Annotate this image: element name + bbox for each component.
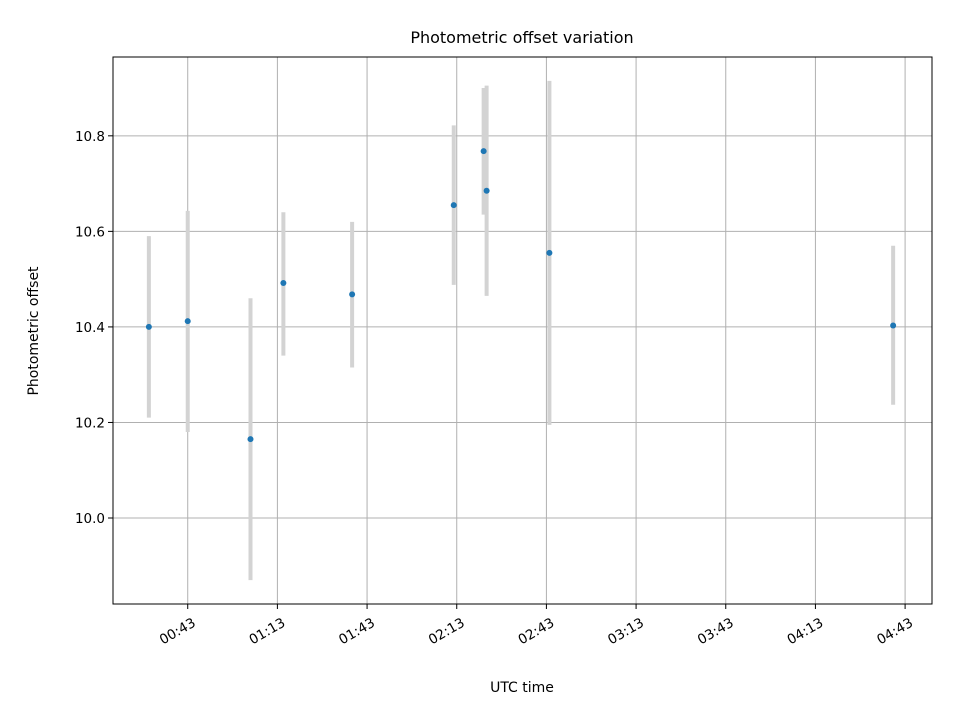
- x-axis-label: UTC time: [490, 680, 554, 696]
- x-tick-label: 02:13: [426, 615, 468, 648]
- y-tick-label: 10.0: [75, 511, 105, 527]
- data-point: [247, 436, 254, 443]
- chart-title: Photometric offset variation: [410, 28, 633, 47]
- data-point: [349, 291, 356, 298]
- grid: [113, 57, 932, 604]
- data-point: [184, 318, 191, 325]
- x-tick-label: 01:43: [336, 615, 378, 648]
- x-tick-label: 01:13: [247, 615, 289, 648]
- data-point: [145, 323, 152, 330]
- x-tick-label: 04:43: [874, 615, 916, 648]
- data-point: [480, 148, 487, 155]
- x-tick-label: 02:43: [516, 615, 558, 648]
- x-tick-label: 03:43: [695, 615, 737, 648]
- y-tick-label: 10.6: [75, 224, 105, 240]
- x-tick-label: 03:13: [605, 615, 647, 648]
- y-tick-label: 10.2: [75, 415, 105, 431]
- y-axis: 10.0 10.2 10.4 10.6 10.8: [75, 129, 113, 527]
- y-tick-label: 10.4: [75, 320, 105, 336]
- data-point: [450, 202, 457, 209]
- plot-frame: [112, 56, 933, 605]
- data-point: [280, 279, 287, 286]
- y-axis-label: Photometric offset: [26, 266, 42, 396]
- data-point: [890, 322, 897, 329]
- y-tick-label: 10.8: [75, 129, 105, 145]
- x-axis: 00:43 01:13 01:43 02:13 02:43 03:13 03:43 04:13…: [157, 604, 916, 648]
- data-points: [145, 148, 897, 443]
- data-point: [546, 249, 553, 256]
- error-bars: [146, 80, 896, 581]
- x-tick-label: 04:13: [785, 615, 827, 648]
- data-point: [483, 187, 490, 194]
- x-tick-label: 00:43: [157, 615, 199, 648]
